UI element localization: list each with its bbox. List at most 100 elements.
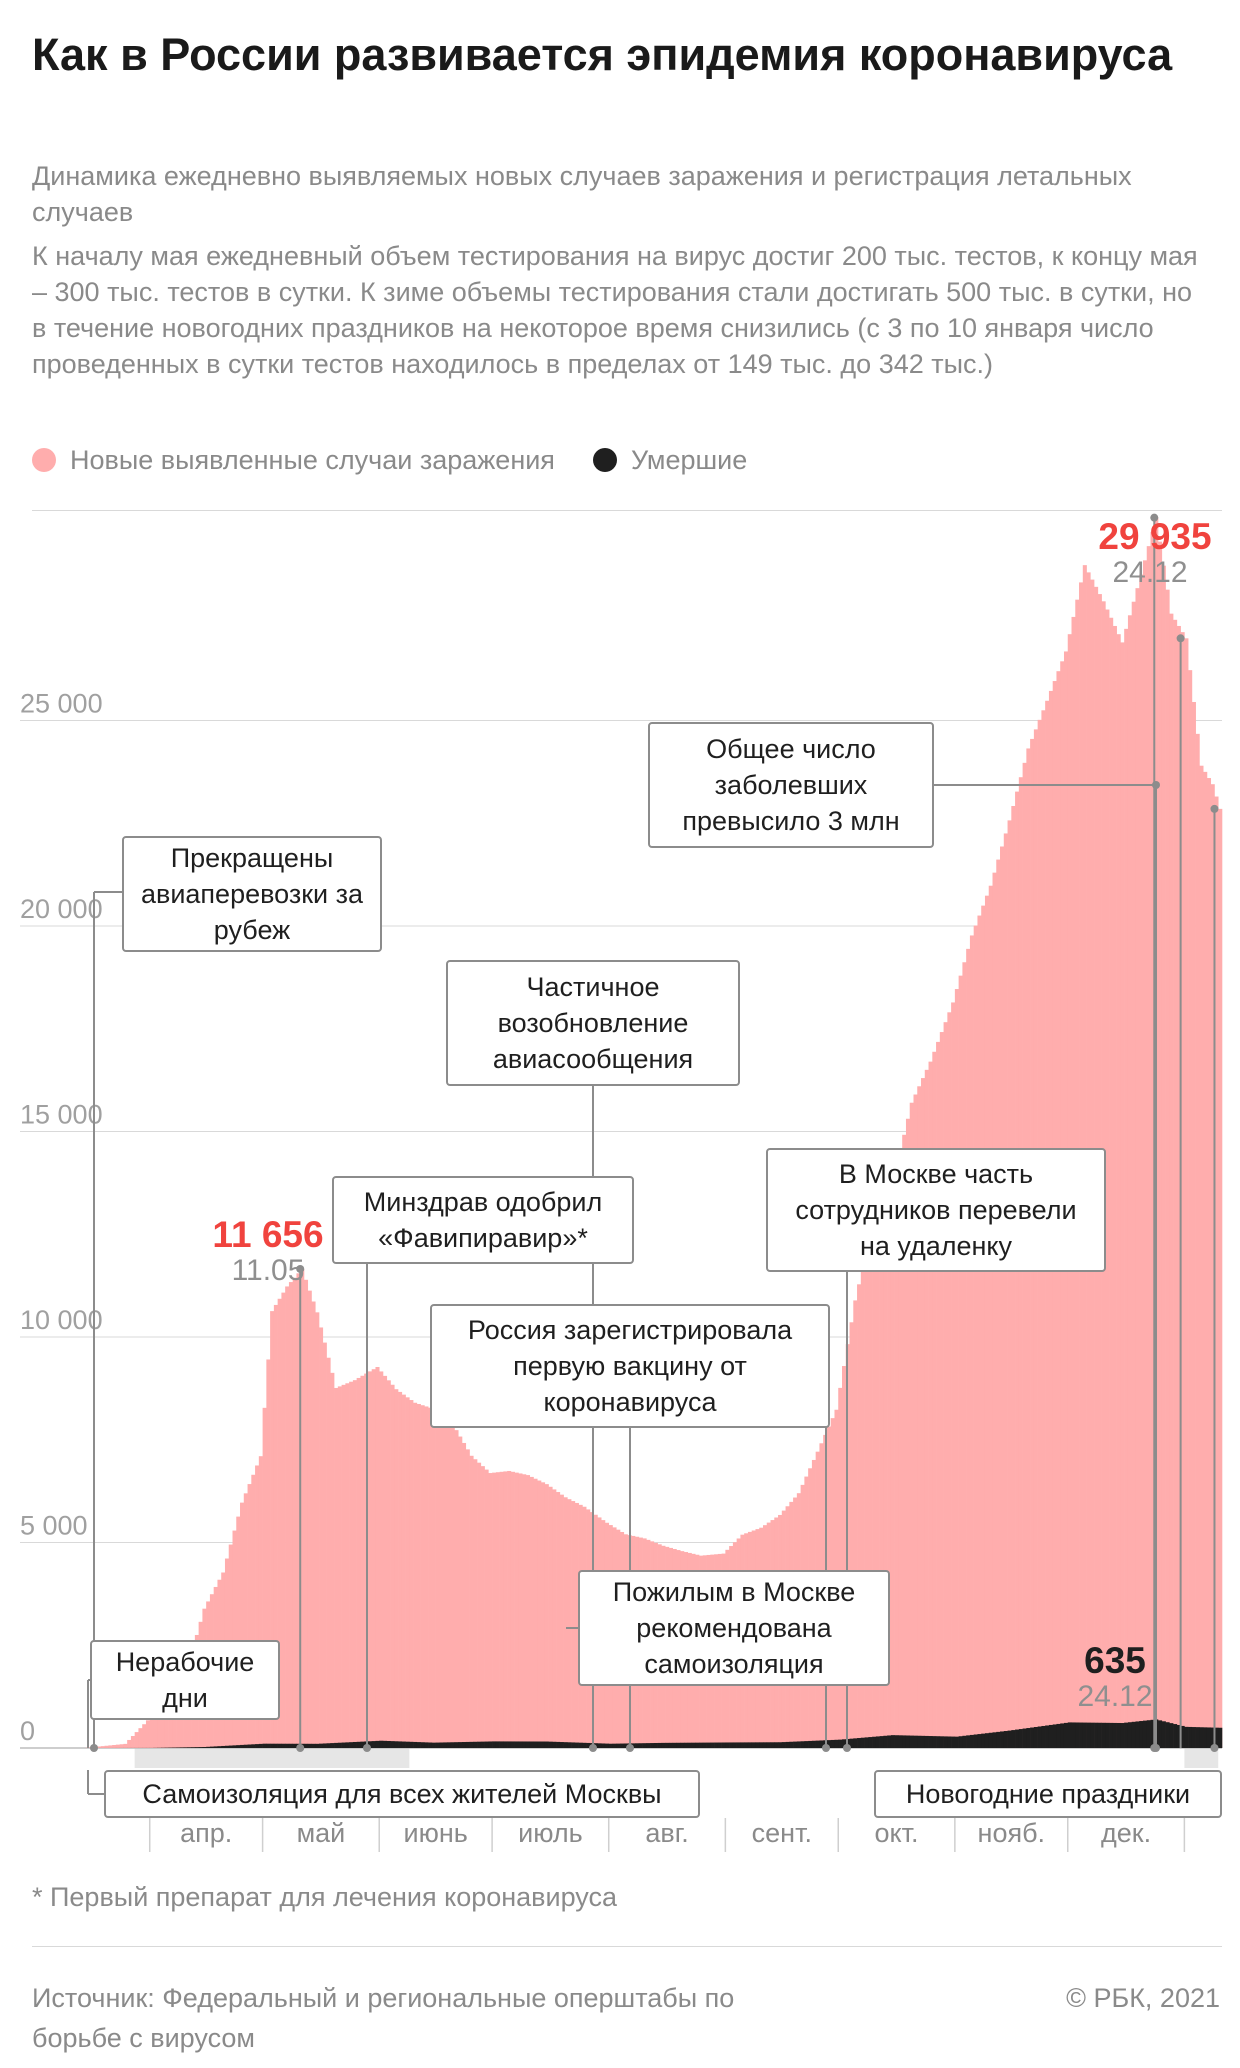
case-bar xyxy=(127,1739,132,1748)
death-bar xyxy=(1127,1722,1133,1748)
case-bar xyxy=(1112,625,1117,1748)
death-bar xyxy=(303,1743,309,1748)
case-bar xyxy=(149,1716,154,1748)
case-bar xyxy=(409,1400,414,1748)
case-bar xyxy=(232,1530,237,1748)
copyright: © РБК, 2021 xyxy=(1066,1983,1220,2013)
death-bar xyxy=(620,1743,625,1748)
death-bar xyxy=(428,1742,433,1748)
death-bar xyxy=(1184,1726,1189,1748)
case-bar xyxy=(462,1442,467,1748)
death-bar xyxy=(390,1741,395,1748)
death-bar xyxy=(292,1743,297,1748)
death-bar xyxy=(683,1742,689,1748)
case-bar xyxy=(108,1745,113,1748)
death-bar xyxy=(266,1743,271,1748)
death-bar xyxy=(1169,1723,1174,1748)
death-bar xyxy=(793,1741,798,1748)
legend-swatch-cases xyxy=(32,448,56,472)
death-bar xyxy=(631,1743,636,1748)
case-bar xyxy=(488,1473,493,1748)
case-bar xyxy=(507,1470,512,1748)
death-bar xyxy=(255,1744,260,1748)
death-bar xyxy=(759,1742,764,1748)
death-bar xyxy=(642,1743,647,1748)
death-bar xyxy=(379,1740,384,1748)
death-bar xyxy=(1173,1724,1178,1748)
case-bar xyxy=(868,1235,873,1748)
death-bar xyxy=(582,1742,587,1748)
death-bar xyxy=(356,1741,361,1748)
leader-dot xyxy=(1150,1744,1159,1752)
case-bar xyxy=(119,1744,124,1748)
case-bar xyxy=(928,1061,933,1748)
death-bar xyxy=(1048,1724,1053,1748)
case-bar xyxy=(247,1484,252,1748)
case-bar xyxy=(548,1486,553,1748)
death-bar xyxy=(778,1742,783,1748)
leader-dot xyxy=(363,1744,371,1752)
case-bar xyxy=(311,1301,316,1748)
death-bar xyxy=(894,1735,899,1748)
death-bar xyxy=(413,1741,418,1748)
death-bar xyxy=(518,1741,523,1748)
death-bar xyxy=(849,1738,854,1748)
case-bar xyxy=(424,1406,429,1748)
death-bar xyxy=(507,1741,512,1748)
death-bar xyxy=(699,1742,704,1748)
death-bar xyxy=(176,1747,181,1748)
death-bar xyxy=(541,1741,546,1748)
case-bar xyxy=(341,1384,346,1748)
case-bar xyxy=(262,1407,267,1748)
death-bar xyxy=(962,1735,967,1748)
month-labels: апр. май июнь июль авг. сент. окт. нояб. дек. xyxy=(148,1818,1186,1852)
case-bar xyxy=(465,1449,470,1748)
death-bar xyxy=(898,1735,903,1748)
case-bar xyxy=(484,1469,489,1748)
deaths-bars xyxy=(85,1719,1223,1748)
death-bar xyxy=(1146,1720,1151,1748)
death-bar xyxy=(736,1742,741,1748)
y-tick-label: 10 000 xyxy=(20,1305,103,1335)
case-bar xyxy=(266,1359,271,1748)
case-bar xyxy=(860,1268,865,1748)
case-bar xyxy=(394,1389,399,1748)
case-bar xyxy=(255,1465,260,1748)
death-bar xyxy=(1150,1719,1155,1748)
death-bar xyxy=(717,1742,722,1748)
case-bar xyxy=(480,1466,485,1748)
death-bar xyxy=(537,1741,542,1748)
death-bar xyxy=(243,1744,248,1748)
death-bar xyxy=(1011,1730,1016,1748)
death-bar xyxy=(646,1743,651,1748)
death-bar xyxy=(443,1742,448,1748)
death-bar xyxy=(1097,1722,1102,1748)
death-bar xyxy=(1188,1726,1193,1748)
case-bar xyxy=(405,1397,410,1748)
case-bar xyxy=(349,1381,354,1748)
case-bar xyxy=(273,1304,278,1748)
case-bar xyxy=(1135,588,1140,1749)
legend: Новые выявленные случаи заражения Умерши… xyxy=(32,442,785,478)
case-bar xyxy=(469,1455,474,1748)
death-bar xyxy=(1135,1721,1140,1748)
annotation-flights-resumed: Частичное возобновление авиасообщения xyxy=(446,960,740,1086)
death-bar xyxy=(875,1736,880,1748)
case-bar xyxy=(458,1436,463,1748)
case-bar xyxy=(315,1312,320,1748)
death-bar xyxy=(439,1742,444,1748)
bottom-divider xyxy=(32,1946,1222,1947)
death-bar xyxy=(322,1743,327,1748)
death-bar xyxy=(446,1742,452,1748)
death-bar xyxy=(883,1735,888,1748)
death-bar xyxy=(1000,1731,1005,1748)
legend-item-cases: Новые выявленные случаи заражения xyxy=(32,445,555,476)
death-bar xyxy=(465,1741,470,1748)
death-bar xyxy=(1206,1727,1212,1748)
case-bar xyxy=(288,1282,293,1748)
leader-dot xyxy=(90,1744,98,1752)
death-bar xyxy=(315,1743,320,1748)
death-bar xyxy=(958,1736,963,1748)
case-bar xyxy=(334,1387,339,1748)
case-bar xyxy=(924,1069,929,1748)
